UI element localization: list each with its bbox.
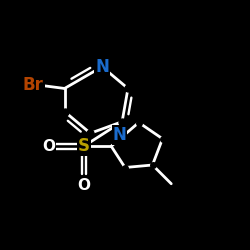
Text: N: N [95, 58, 109, 76]
Text: O: O [77, 178, 90, 192]
Text: N: N [112, 126, 126, 144]
Text: Br: Br [23, 76, 44, 94]
Text: S: S [78, 137, 90, 155]
Text: O: O [42, 139, 55, 154]
